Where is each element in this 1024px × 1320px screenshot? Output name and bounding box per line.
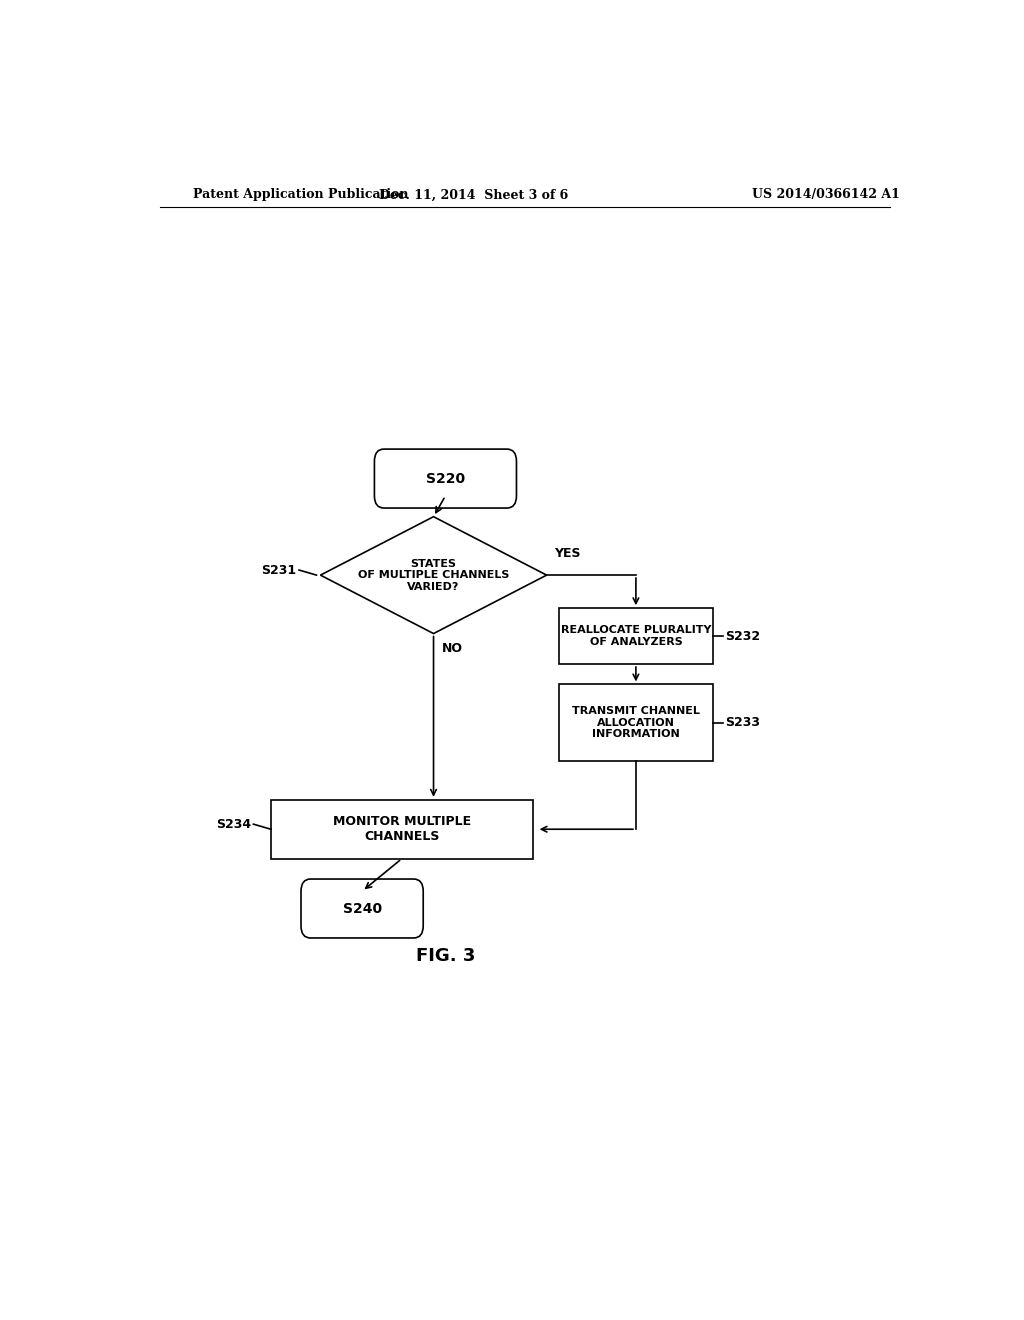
Text: S231: S231: [261, 564, 297, 577]
Bar: [270, 800, 532, 859]
Text: TRANSMIT CHANNEL
ALLOCATION
INFORMATION: TRANSMIT CHANNEL ALLOCATION INFORMATION: [572, 706, 699, 739]
Text: S232: S232: [725, 630, 760, 643]
Text: NO: NO: [441, 642, 463, 655]
Text: YES: YES: [555, 546, 581, 560]
Text: Dec. 11, 2014  Sheet 3 of 6: Dec. 11, 2014 Sheet 3 of 6: [379, 189, 568, 202]
FancyBboxPatch shape: [301, 879, 423, 939]
Bar: [558, 609, 714, 664]
Text: S233: S233: [725, 715, 760, 729]
Text: US 2014/0366142 A1: US 2014/0366142 A1: [753, 189, 900, 202]
Text: MONITOR MULTIPLE
CHANNELS: MONITOR MULTIPLE CHANNELS: [333, 816, 471, 843]
Text: FIG. 3: FIG. 3: [416, 948, 475, 965]
Text: Patent Application Publication: Patent Application Publication: [194, 189, 409, 202]
Text: STATES
OF MULTIPLE CHANNELS
VARIED?: STATES OF MULTIPLE CHANNELS VARIED?: [357, 558, 509, 591]
Bar: [558, 684, 714, 760]
Polygon shape: [321, 516, 547, 634]
Text: S220: S220: [426, 471, 465, 486]
Text: S234: S234: [216, 817, 251, 830]
Text: REALLOCATE PLURALITY
OF ANALYZERS: REALLOCATE PLURALITY OF ANALYZERS: [561, 626, 711, 647]
FancyBboxPatch shape: [375, 449, 516, 508]
Text: S240: S240: [343, 902, 382, 916]
